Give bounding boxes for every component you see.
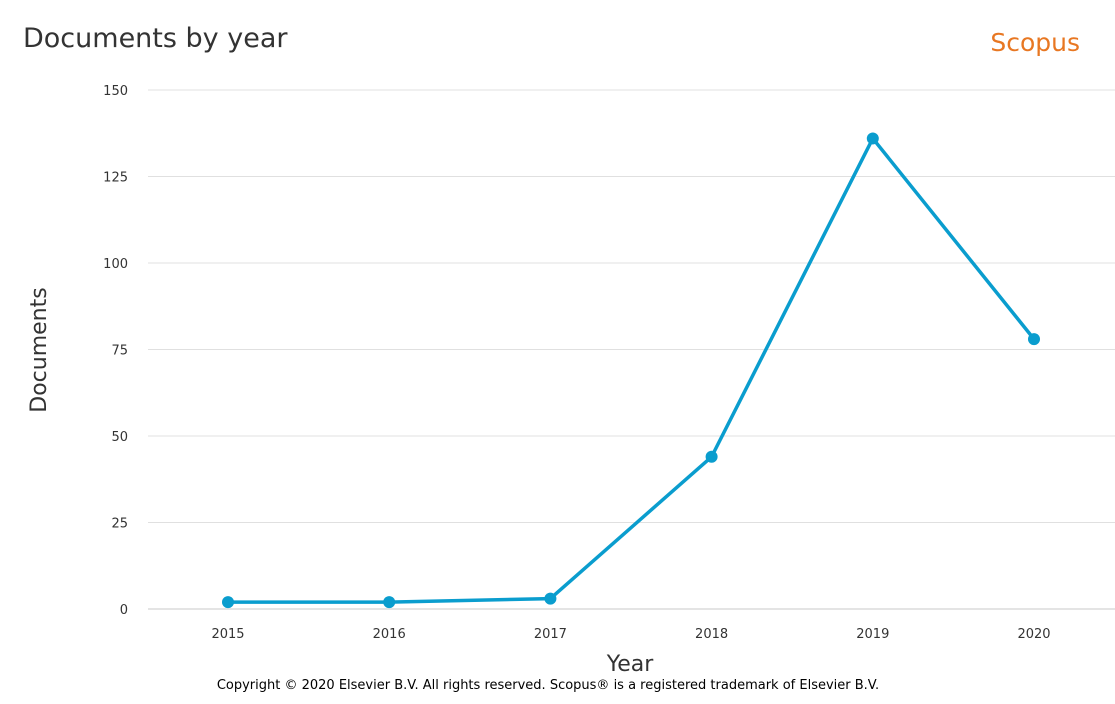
x-tick-label: 2016 bbox=[373, 627, 406, 642]
grid-lines bbox=[148, 89, 1115, 610]
y-tick-label: 75 bbox=[111, 344, 128, 359]
y-axis-ticks: 0 25 50 75 100 125 150 bbox=[103, 84, 128, 618]
data-point-2015[interactable] bbox=[222, 596, 234, 609]
series-layer bbox=[222, 132, 1040, 609]
data-point-2017[interactable] bbox=[544, 592, 557, 605]
x-tick-label: 2015 bbox=[211, 627, 244, 642]
x-tick-label: 2019 bbox=[856, 627, 889, 642]
chart-title: Documents by year bbox=[23, 23, 288, 54]
y-tick-label: 0 bbox=[120, 603, 128, 618]
data-point-2019[interactable] bbox=[866, 132, 879, 145]
series-line bbox=[226, 136, 1036, 604]
data-point-2016[interactable] bbox=[383, 596, 396, 609]
y-axis-label: Documents bbox=[27, 287, 52, 412]
y-tick-label: 150 bbox=[103, 84, 128, 99]
x-tick-label: 2018 bbox=[695, 627, 728, 642]
x-axis-label: Year bbox=[606, 652, 655, 677]
data-point-2020[interactable] bbox=[1028, 333, 1040, 346]
data-point-2018[interactable] bbox=[705, 450, 718, 463]
y-tick-label: 125 bbox=[103, 171, 128, 186]
scopus-logo: Scopus bbox=[990, 28, 1080, 57]
y-tick-label: 25 bbox=[111, 517, 128, 532]
x-tick-label: 2020 bbox=[1017, 627, 1050, 642]
y-tick-label: 50 bbox=[111, 430, 128, 445]
x-tick-label: 2017 bbox=[534, 627, 567, 642]
copyright-notice: Copyright © 2020 Elsevier B.V. All right… bbox=[217, 678, 879, 693]
y-tick-label: 100 bbox=[103, 257, 128, 272]
x-axis-ticks: 2015 2016 2017 2018 2019 2020 bbox=[211, 627, 1050, 642]
